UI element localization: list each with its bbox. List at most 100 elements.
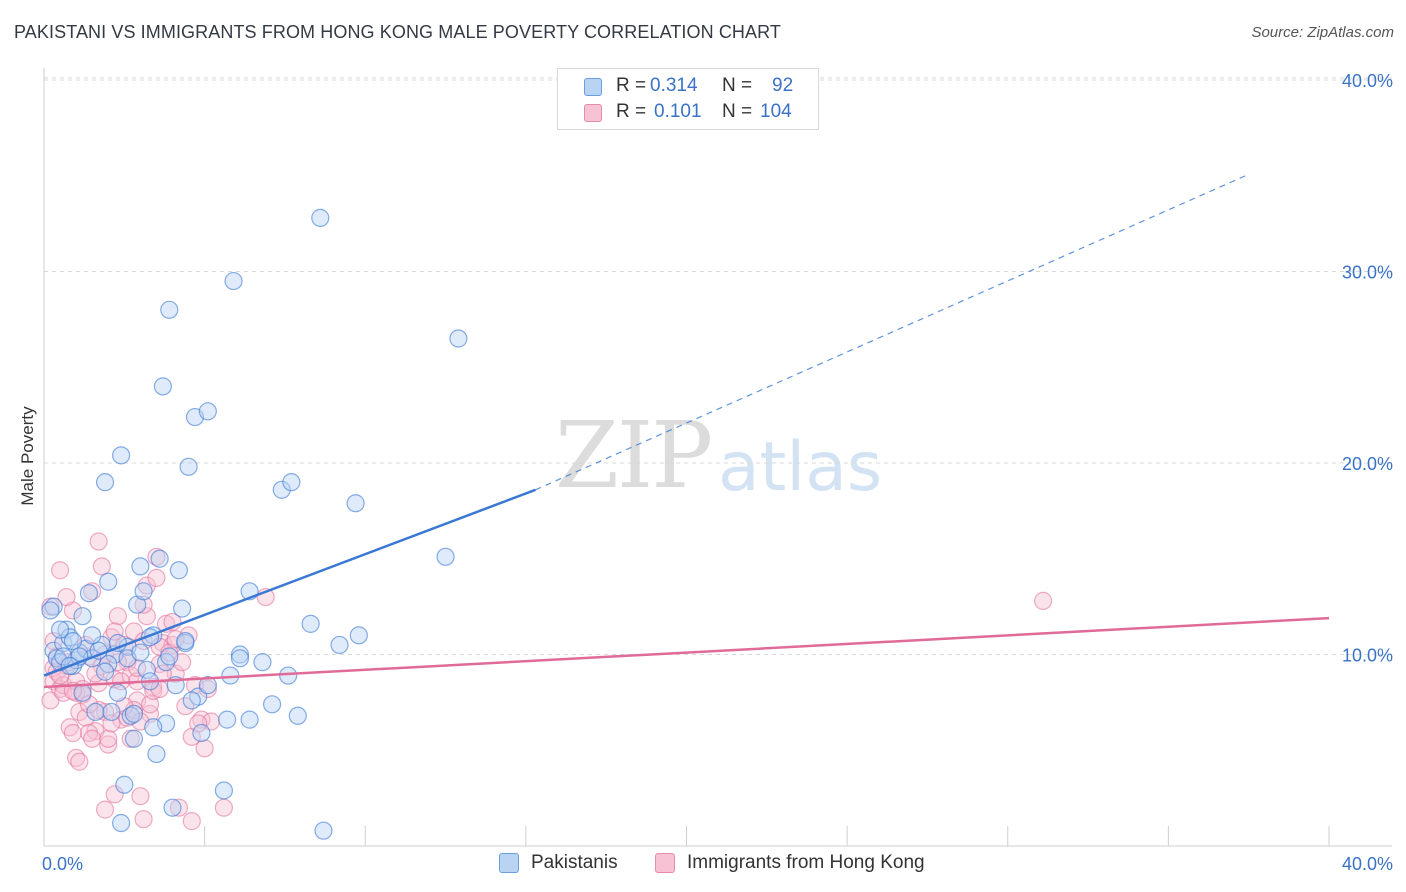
hong-kong-point [147, 547, 166, 566]
pakistani-point [279, 666, 298, 685]
pakistani-point [95, 662, 115, 681]
pakistani-point [63, 631, 83, 651]
pakistani-point [124, 729, 144, 748]
pakistani-trend-extension [535, 175, 1246, 491]
pakistani-point [179, 457, 198, 476]
hong-kong-point [169, 798, 189, 817]
hong-kong-point [105, 785, 124, 804]
pakistani-point [262, 695, 282, 714]
hong-kong-trend-line [43, 616, 1330, 689]
correlation-legend: R = 0.314 N = 92 R = 0.101 N = 104 [557, 68, 819, 130]
hong-kong-point [63, 723, 83, 743]
pakistani-point [111, 813, 131, 833]
hong-kong-point [79, 723, 99, 743]
hong-kong-point [83, 729, 102, 748]
pakistani-point [102, 702, 121, 722]
pakistani-point [137, 660, 156, 679]
pakistani-point [173, 599, 192, 618]
hong-kong-point [105, 622, 124, 641]
legend-r-value: 0.314 [650, 75, 698, 96]
pakistani-point [131, 557, 150, 576]
pakistani-point [86, 702, 105, 722]
y-tick-label: 10.0% [1342, 646, 1393, 666]
pakistani-point [144, 718, 163, 737]
legend-r-label: R = [616, 75, 647, 96]
hong-kong-point [50, 561, 70, 580]
pakistani-point [150, 549, 169, 568]
pakistani-point [198, 402, 217, 421]
pakistani-point [169, 561, 189, 580]
hong-kong-point [134, 810, 153, 829]
tick-labels: 10.0% 20.0% 30.0% 40.0% 0.0% 40.0% [42, 71, 1393, 874]
pakistani-point [176, 631, 195, 651]
pakistani-point [253, 653, 272, 672]
hong-kong-point [70, 752, 89, 771]
pakistani-point [54, 647, 73, 666]
pakistani-point [160, 300, 179, 319]
y-tick-label: 30.0% [1342, 263, 1393, 283]
pakistani-point [41, 601, 60, 620]
legend-n-value: 92 [772, 75, 794, 96]
pakistani-point [73, 683, 92, 702]
pakistani-point [73, 607, 92, 626]
hong-kong-point [150, 637, 169, 656]
bottom-legend-label: Pakistanis [531, 852, 618, 873]
pakistani-point [218, 710, 237, 729]
pakistani-point [198, 676, 217, 695]
watermark-zip: ZIP [555, 402, 713, 509]
hong-kong-point [83, 582, 102, 601]
pakistani-point [111, 446, 131, 465]
pakistani-point [311, 208, 330, 227]
pakistani-point [163, 798, 182, 817]
pakistani-point [272, 480, 291, 499]
hong-kong-point [137, 576, 156, 595]
pakistani-point [121, 706, 140, 725]
pakistani-point [230, 649, 250, 668]
pakistani-point [156, 653, 176, 672]
chart-title: PAKISTANI VS IMMIGRANTS FROM HONG KONG M… [14, 22, 782, 42]
hong-kong-point [95, 800, 115, 819]
hong-kong-point [89, 532, 108, 551]
pakistani-point [449, 329, 468, 348]
y-tick-label: 40.0% [1342, 71, 1393, 91]
hong-kong-point [195, 739, 214, 758]
hong-kong-point [99, 729, 118, 748]
pakistani-point [346, 494, 365, 513]
pakistani-point [108, 683, 127, 702]
grid-layer [44, 77, 1392, 655]
hong-kong-point [60, 718, 79, 737]
x-tick-label: 40.0% [1342, 854, 1393, 874]
bottom-swatch-pink [655, 853, 675, 873]
hong-kong-point [214, 798, 233, 817]
pakistani-point [153, 377, 172, 396]
pakistani-point [115, 775, 134, 794]
hong-kong-point [147, 568, 166, 588]
hong-kong-point [57, 587, 76, 607]
legend-swatch-blue [584, 78, 602, 96]
y-axis-label: Male Poverty [18, 406, 37, 506]
hong-kong-points [41, 532, 1053, 831]
hong-kong-point [1033, 591, 1053, 610]
x-tick-label: 0.0% [42, 854, 83, 874]
pakistani-point [314, 821, 333, 840]
pakistani-point [240, 710, 259, 729]
pakistani-point [160, 647, 179, 666]
legend-n-label: N = [722, 75, 753, 96]
pakistani-point [288, 706, 307, 725]
pakistani-point [224, 271, 243, 291]
pakistani-point [95, 473, 115, 492]
legend-n-label: N = [722, 101, 753, 122]
legend-r-label: R = [616, 101, 647, 122]
pakistani-point [301, 614, 320, 633]
pakistani-point [147, 744, 166, 764]
pakistani-point [330, 635, 349, 655]
pakistani-point [99, 572, 118, 591]
trend-lines [43, 175, 1330, 689]
pakistani-trend-line [43, 488, 536, 677]
hong-kong-point [189, 714, 208, 733]
y-tick-label: 20.0% [1342, 454, 1393, 474]
watermark-atlas: atlas [718, 428, 883, 507]
source-label: Source: ZipAtlas.com [1251, 24, 1394, 41]
hong-kong-point [124, 622, 144, 641]
hong-kong-point [182, 812, 201, 831]
